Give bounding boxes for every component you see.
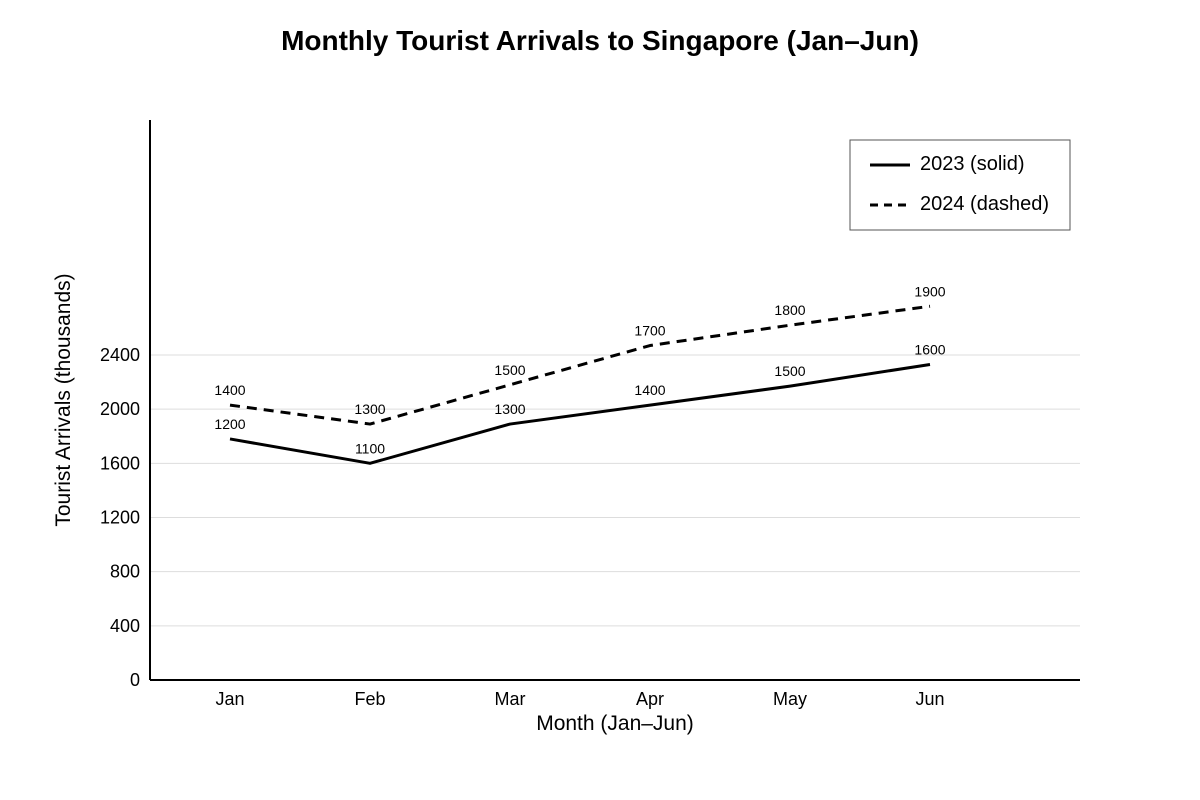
y-axis-title: Tourist Arrivals (thousands) [52, 273, 75, 526]
data-label: 1400 [634, 382, 665, 398]
y-tick-label: 800 [110, 562, 140, 582]
data-label: 1800 [774, 302, 805, 318]
data-label: 1900 [914, 283, 945, 299]
data-label: 1400 [214, 382, 245, 398]
x-tick-label: Feb [354, 689, 385, 709]
series-lines [229, 304, 931, 465]
y-tick-label: 1600 [100, 453, 140, 473]
series-line-2023 [229, 362, 931, 465]
x-tick-label: Jun [915, 689, 944, 709]
x-tick-labels: Jan Feb Mar Apr May Jun [215, 689, 944, 709]
x-tick-label: Jan [215, 689, 244, 709]
data-label: 1500 [774, 363, 805, 379]
legend-label-2023: 2023 (solid) [920, 153, 1025, 175]
data-label: 1300 [354, 401, 385, 417]
y-tick-label: 400 [110, 616, 140, 636]
legend: 2023 (solid) 2024 (dashed) [849, 139, 1071, 231]
y-tick-labels: 0 400 800 1200 1600 2000 2400 [100, 345, 140, 690]
data-label: 1500 [494, 362, 525, 378]
x-axis-title: Month (Jan–Jun) [536, 712, 694, 735]
y-tick-label: 0 [130, 670, 140, 690]
x-tick-label: May [773, 689, 807, 709]
data-labels: 1200 1100 1300 1400 1500 1600 1400 1300 1500 1700… [214, 283, 945, 456]
data-label: 1200 [214, 416, 245, 432]
data-label: 1700 [634, 323, 665, 339]
chart-title: Monthly Tourist Arrivals to Singapore (J… [281, 25, 919, 56]
x-tick-label: Mar [495, 689, 526, 709]
legend-label-2024: 2024 (dashed) [920, 193, 1049, 215]
y-tick-label: 2400 [100, 345, 140, 365]
legend-box [849, 139, 1071, 231]
y-tick-label: 1200 [100, 508, 140, 528]
x-tick-label: Apr [636, 689, 664, 709]
data-label: 1300 [494, 401, 525, 417]
grid-lines [150, 354, 1080, 627]
y-tick-label: 2000 [100, 399, 140, 419]
axes [149, 120, 1080, 681]
series-line-2024 [229, 304, 931, 426]
data-label: 1600 [914, 341, 945, 357]
data-label: 1100 [355, 440, 385, 456]
